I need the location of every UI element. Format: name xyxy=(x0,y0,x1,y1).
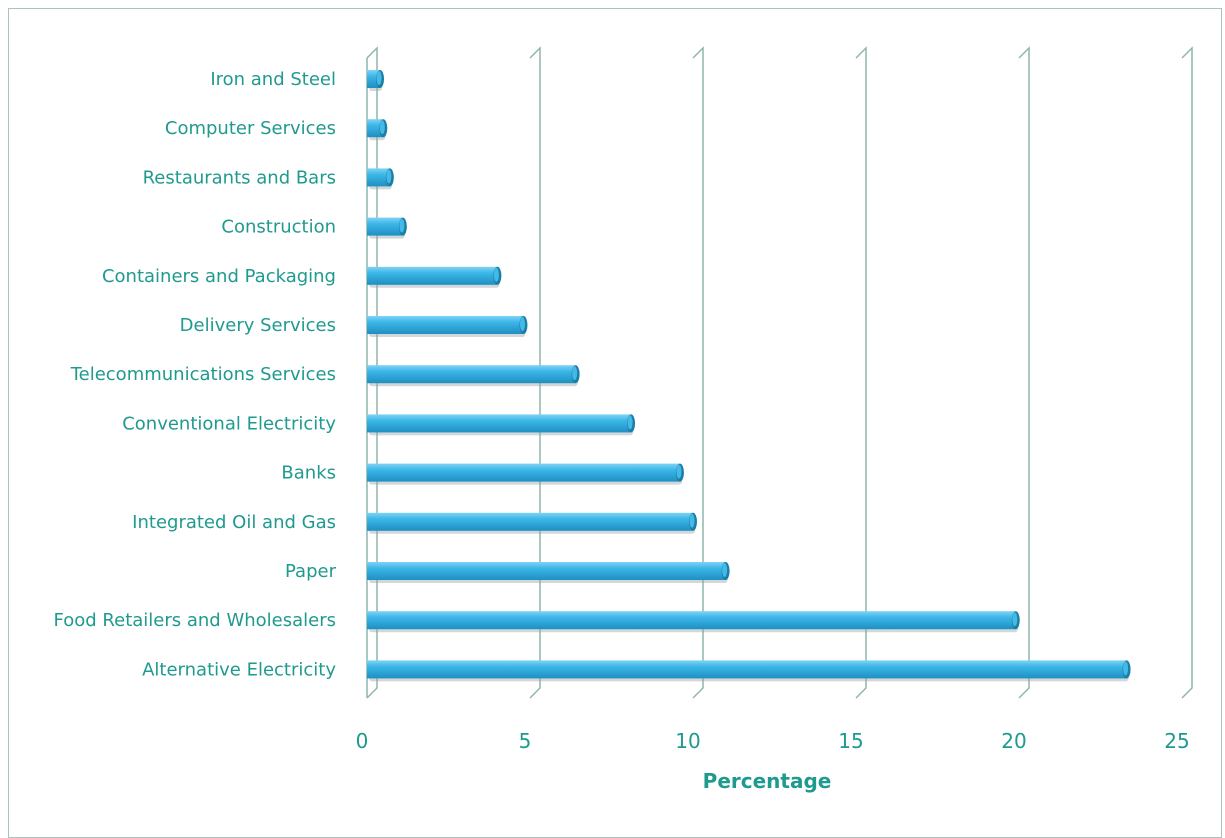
category-label: Computer Services xyxy=(165,118,336,139)
bar-alternative-electricity xyxy=(367,660,1131,682)
category-label: Integrated Oil and Gas xyxy=(132,512,336,533)
bar-telecommunications-services xyxy=(367,365,580,387)
gridlines xyxy=(366,46,1193,699)
category-label: Conventional Electricity xyxy=(122,413,336,434)
category-label: Telecommunications Services xyxy=(70,364,336,385)
bar-conventional-electricity xyxy=(367,414,636,436)
category-label: Delivery Services xyxy=(180,315,336,336)
x-tick-label: 15 xyxy=(838,729,863,753)
bar-construction xyxy=(367,217,407,239)
bar-integrated-oil-and-gas xyxy=(367,512,697,534)
bar-containers-and-packaging xyxy=(367,266,502,288)
x-tick-label: 20 xyxy=(1001,729,1026,753)
category-label: Restaurants and Bars xyxy=(143,167,336,188)
category-label: Containers and Packaging xyxy=(102,266,336,287)
category-label: Banks xyxy=(281,463,336,484)
bar-iron-and-steel xyxy=(367,70,385,91)
category-label: Paper xyxy=(285,561,337,582)
x-tick-labels: 0 5 10 15 20 25 xyxy=(356,729,1190,753)
category-label: Food Retailers and Wholesalers xyxy=(54,610,336,631)
x-axis-title: Percentage xyxy=(703,769,832,793)
bar-paper xyxy=(367,562,730,583)
bar-restaurants-and-bars xyxy=(367,168,394,190)
x-tick-label: 5 xyxy=(519,729,532,753)
gridline-15 xyxy=(855,46,867,699)
category-label: Alternative Electricity xyxy=(142,659,336,680)
gridline-25 xyxy=(1181,46,1193,699)
bar-food-retailers-and-wholesalers xyxy=(367,611,1020,633)
bar-banks xyxy=(367,463,684,485)
gridline-10 xyxy=(692,46,704,699)
bar-delivery-services xyxy=(367,316,528,337)
x-tick-label: 10 xyxy=(675,729,700,753)
bars xyxy=(367,70,1131,682)
category-labels: Iron and Steel Computer Services Restauran… xyxy=(54,69,337,680)
category-label: Construction xyxy=(221,217,336,238)
gridline-20 xyxy=(1018,46,1030,699)
bar-computer-services xyxy=(367,119,388,141)
x-tick-label: 25 xyxy=(1164,729,1189,753)
category-label: Iron and Steel xyxy=(210,69,336,90)
x-tick-label: 0 xyxy=(356,729,369,753)
